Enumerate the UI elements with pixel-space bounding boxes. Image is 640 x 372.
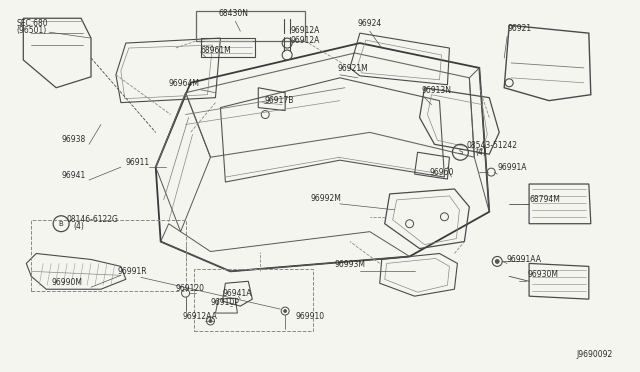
Bar — [196, 11, 305, 41]
Text: 96912AA: 96912AA — [182, 312, 218, 321]
Text: 96921: 96921 — [507, 24, 531, 33]
Text: 96990M: 96990M — [51, 278, 82, 287]
Text: 969120: 969120 — [175, 284, 205, 293]
Text: 96991AA: 96991AA — [506, 256, 541, 264]
Text: (4): (4) — [476, 148, 486, 157]
Text: 969910: 969910 — [295, 312, 324, 321]
Text: 96938: 96938 — [61, 135, 85, 144]
Text: (96501): (96501) — [17, 26, 47, 35]
Circle shape — [284, 310, 287, 312]
Text: 96993M: 96993M — [335, 260, 366, 269]
Bar — [31, 220, 186, 291]
Text: 96941A: 96941A — [223, 289, 252, 298]
Text: 96991R: 96991R — [118, 267, 147, 276]
Text: 96910P: 96910P — [211, 298, 239, 307]
Text: 08543-51242: 08543-51242 — [467, 141, 517, 150]
Bar — [193, 269, 313, 331]
Circle shape — [209, 320, 212, 323]
Circle shape — [495, 259, 499, 263]
Text: (4): (4) — [73, 222, 84, 231]
Text: 96991A: 96991A — [497, 163, 527, 172]
Text: 96992M: 96992M — [310, 194, 341, 203]
Text: J9690092: J9690092 — [577, 350, 613, 359]
Text: 08146-6122G: 08146-6122G — [66, 215, 118, 224]
Text: 96924: 96924 — [358, 19, 382, 28]
Text: 96930M: 96930M — [527, 270, 558, 279]
Text: B: B — [59, 221, 63, 227]
Text: SEC.680: SEC.680 — [17, 19, 48, 28]
Text: 96913N: 96913N — [422, 86, 452, 95]
Text: 68961M: 68961M — [200, 46, 231, 55]
Text: 96917B: 96917B — [264, 96, 294, 105]
Text: 96911: 96911 — [126, 158, 150, 167]
Text: S: S — [458, 149, 463, 155]
Text: 96912A: 96912A — [290, 36, 319, 45]
Text: 96960: 96960 — [429, 168, 454, 177]
Text: 96921M: 96921M — [338, 64, 369, 73]
Text: 68430N: 68430N — [218, 9, 248, 18]
Text: 96912A: 96912A — [290, 26, 319, 35]
Text: 96941: 96941 — [61, 171, 85, 180]
Text: 96964M: 96964M — [169, 79, 200, 88]
Text: 68794M: 68794M — [529, 195, 560, 204]
